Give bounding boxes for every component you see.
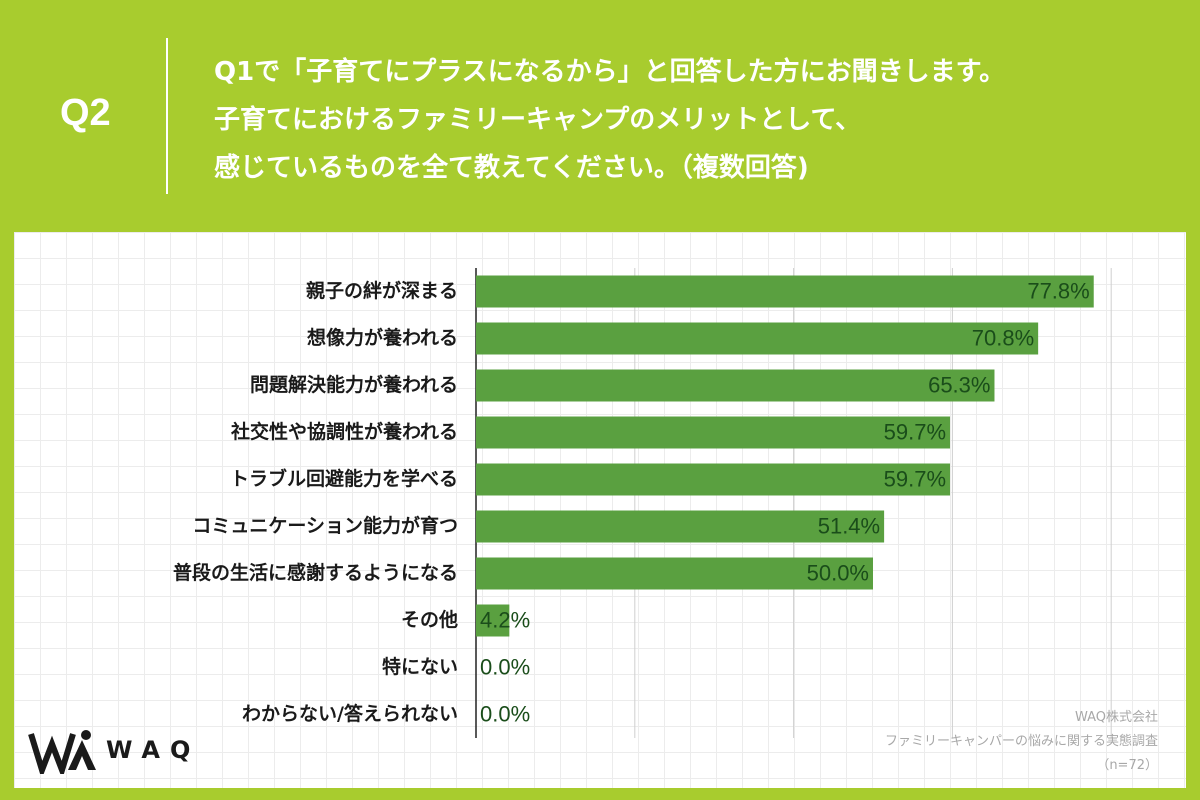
source-note: WAQ株式会社 ファミリーキャンパーの悩みに関する実態調査 （n=72） — [885, 706, 1158, 778]
question-line-1: Q1で「子育てにプラスになるから」と回答した方にお聞きします。 — [214, 57, 1006, 87]
bar — [476, 510, 885, 543]
value-label: 70.8% — [972, 325, 1034, 350]
source-company: WAQ株式会社 — [1074, 710, 1158, 725]
question-line-2: 子育てにおけるファミリーキャンプのメリットとして、 — [214, 105, 862, 135]
bar — [476, 369, 995, 402]
waq-logo: WAQ — [28, 726, 200, 774]
bar — [476, 557, 873, 590]
category-label: 親子の絆が深まる — [306, 279, 458, 302]
chart-panel: 親子の絆が深まる 77.8% 想像力が養われる 70.8% 問題解決能力が養われる 65.… — [14, 232, 1186, 788]
category-label: 特にない — [382, 656, 458, 678]
value-label: 77.8% — [1027, 278, 1089, 303]
value-label: 65.3% — [928, 372, 990, 397]
category-label: 問題解決能力が養われる — [250, 373, 458, 396]
value-label: 59.7% — [884, 419, 946, 444]
category-label: わからない/答えられない — [242, 702, 458, 725]
bar — [476, 416, 951, 449]
category-label: コミュニケーション能力が育つ — [192, 514, 458, 537]
question-line-3: 感じているものを全て教えてください。（複数回答) — [214, 153, 809, 183]
category-label: 社交性や協調性が養われる — [230, 420, 458, 443]
value-label: 51.4% — [818, 513, 880, 538]
question-number: Q2 — [60, 92, 111, 134]
category-label: その他 — [401, 608, 458, 631]
category-label: トラブル回避能力を学べる — [230, 467, 458, 490]
waq-logo-icon — [28, 730, 96, 774]
category-label: 普段の生活に感謝するようになる — [173, 561, 458, 584]
bar — [476, 322, 1039, 355]
value-label: 4.2% — [480, 607, 530, 632]
value-label: 50.0% — [807, 560, 869, 585]
category-label: 想像力が養われる — [307, 326, 458, 349]
bar — [476, 463, 951, 496]
bar-chart: 親子の絆が深まる 77.8% 想像力が養われる 70.8% 問題解決能力が養われる 65.… — [173, 268, 1112, 738]
bar — [476, 275, 1094, 308]
source-survey: ファミリーキャンパーの悩みに関する実態調査 — [884, 734, 1158, 749]
source-sample-size: （n=72） — [1096, 758, 1158, 773]
value-label: 0.0% — [480, 654, 530, 679]
question-text: Q1で「子育てにプラスになるから」と回答した方にお聞きします。 子育てにおけるフ… — [214, 48, 1174, 192]
bar — [476, 604, 510, 637]
value-label: 0.0% — [480, 701, 530, 726]
waq-logo-text: WAQ — [106, 736, 201, 764]
value-label: 59.7% — [884, 466, 946, 491]
header-divider — [166, 38, 168, 194]
